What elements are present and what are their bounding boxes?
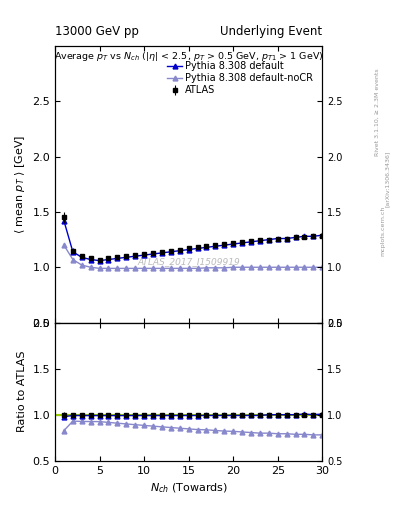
Text: Rivet 3.1.10, ≥ 2.3M events: Rivet 3.1.10, ≥ 2.3M events: [375, 69, 380, 157]
Pythia 8.308 default-noCR: [88, 264, 93, 270]
Pythia 8.308 default: [249, 239, 253, 245]
Pythia 8.308 default: [266, 237, 271, 243]
Pythia 8.308 default: [311, 233, 316, 240]
Pythia 8.308 default: [62, 218, 66, 224]
Pythia 8.308 default: [213, 243, 218, 249]
Pythia 8.308 default-noCR: [97, 265, 102, 271]
Pythia 8.308 default-noCR: [204, 265, 209, 271]
Pythia 8.308 default-noCR: [249, 264, 253, 270]
Pythia 8.308 default: [106, 257, 111, 263]
Pythia 8.308 default-noCR: [177, 265, 182, 271]
Pythia 8.308 default-noCR: [311, 264, 316, 270]
Text: mcplots.cern.ch: mcplots.cern.ch: [381, 205, 386, 255]
Pythia 8.308 default: [320, 232, 325, 238]
Pythia 8.308 default-noCR: [222, 265, 227, 271]
Pythia 8.308 default: [70, 249, 75, 255]
Pythia 8.308 default-noCR: [320, 264, 325, 270]
Pythia 8.308 default: [88, 257, 93, 263]
Pythia 8.308 default-noCR: [293, 264, 298, 270]
Pythia 8.308 default-noCR: [160, 265, 164, 271]
Pythia 8.308 default-noCR: [79, 262, 84, 268]
Pythia 8.308 default: [133, 253, 138, 259]
Pythia 8.308 default: [240, 240, 244, 246]
Line: Pythia 8.308 default-noCR: Pythia 8.308 default-noCR: [61, 243, 325, 271]
Pythia 8.308 default-noCR: [275, 264, 280, 270]
Pythia 8.308 default: [275, 236, 280, 242]
Pythia 8.308 default: [195, 245, 200, 251]
Pythia 8.308 default-noCR: [151, 265, 155, 271]
Pythia 8.308 default: [160, 250, 164, 256]
Pythia 8.308 default: [293, 234, 298, 241]
Text: [arXiv:1306.3436]: [arXiv:1306.3436]: [385, 151, 389, 207]
Text: 13000 GeV pp: 13000 GeV pp: [55, 26, 139, 38]
Pythia 8.308 default-noCR: [169, 265, 173, 271]
Pythia 8.308 default-noCR: [302, 264, 307, 270]
Pythia 8.308 default-noCR: [142, 265, 147, 271]
Pythia 8.308 default: [284, 236, 289, 242]
Pythia 8.308 default-noCR: [186, 265, 191, 271]
Text: ATLAS_2017_I1509919: ATLAS_2017_I1509919: [137, 257, 240, 266]
Legend: Pythia 8.308 default, Pythia 8.308 default-noCR, ATLAS: Pythia 8.308 default, Pythia 8.308 defau…: [165, 59, 315, 97]
Pythia 8.308 default-noCR: [106, 265, 111, 271]
Pythia 8.308 default: [177, 248, 182, 254]
Pythia 8.308 default-noCR: [257, 264, 262, 270]
Pythia 8.308 default: [169, 249, 173, 255]
Pythia 8.308 default-noCR: [62, 242, 66, 248]
Pythia 8.308 default: [257, 238, 262, 244]
Pythia 8.308 default-noCR: [70, 257, 75, 263]
Pythia 8.308 default: [124, 254, 129, 261]
Text: Underlying Event: Underlying Event: [220, 26, 322, 38]
Pythia 8.308 default-noCR: [266, 264, 271, 270]
Pythia 8.308 default: [231, 241, 235, 247]
Pythia 8.308 default: [204, 244, 209, 250]
Pythia 8.308 default: [97, 258, 102, 264]
Pythia 8.308 default-noCR: [133, 265, 138, 271]
Pythia 8.308 default: [302, 233, 307, 240]
Pythia 8.308 default-noCR: [284, 264, 289, 270]
Text: Average $p_T$ vs $N_{ch}$ ($|\eta|$ < 2.5, $p_T$ > 0.5 GeV, $p_{T1}$ > 1 GeV): Average $p_T$ vs $N_{ch}$ ($|\eta|$ < 2.…: [54, 50, 323, 63]
Line: Pythia 8.308 default: Pythia 8.308 default: [61, 219, 325, 263]
Pythia 8.308 default-noCR: [240, 264, 244, 270]
X-axis label: $N_{ch}$ (Towards): $N_{ch}$ (Towards): [150, 481, 228, 495]
Pythia 8.308 default-noCR: [213, 265, 218, 271]
Pythia 8.308 default: [115, 255, 120, 262]
Pythia 8.308 default: [186, 246, 191, 252]
Pythia 8.308 default: [151, 251, 155, 257]
Y-axis label: Ratio to ATLAS: Ratio to ATLAS: [17, 351, 27, 433]
Pythia 8.308 default-noCR: [231, 264, 235, 270]
Pythia 8.308 default-noCR: [115, 265, 120, 271]
Pythia 8.308 default-noCR: [124, 265, 129, 271]
Y-axis label: $\langle$ mean $p_T$ $\rangle$ [GeV]: $\langle$ mean $p_T$ $\rangle$ [GeV]: [13, 135, 27, 234]
Pythia 8.308 default: [222, 242, 227, 248]
Pythia 8.308 default: [79, 254, 84, 261]
Pythia 8.308 default: [142, 252, 147, 258]
Pythia 8.308 default-noCR: [195, 265, 200, 271]
